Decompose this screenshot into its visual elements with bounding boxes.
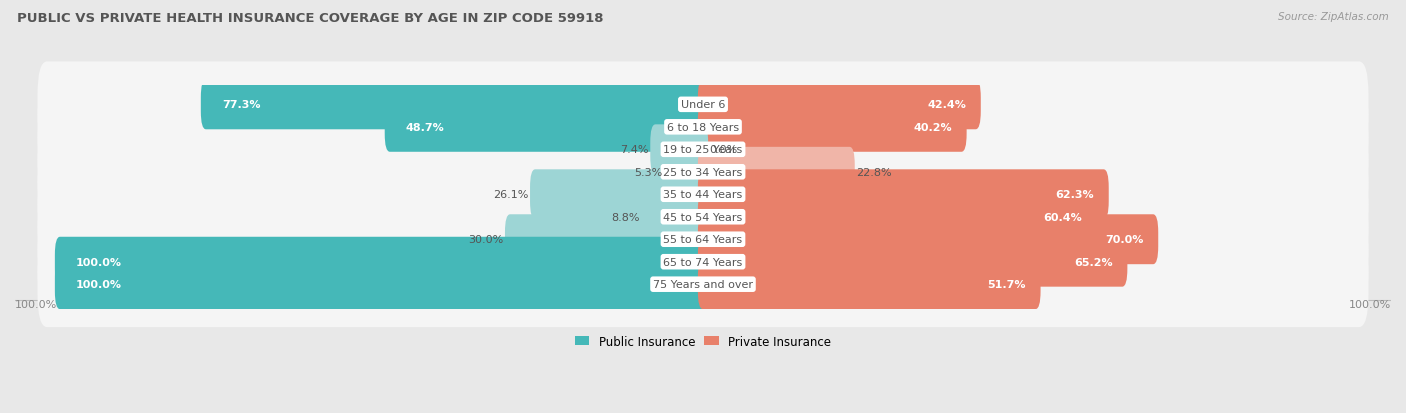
FancyBboxPatch shape (697, 237, 1128, 287)
Text: 42.4%: 42.4% (927, 100, 966, 110)
FancyBboxPatch shape (697, 80, 981, 130)
Text: 26.1%: 26.1% (494, 190, 529, 200)
FancyBboxPatch shape (38, 62, 1368, 148)
Text: 35 to 44 Years: 35 to 44 Years (664, 190, 742, 200)
Text: 70.0%: 70.0% (1105, 235, 1143, 244)
FancyBboxPatch shape (55, 260, 709, 309)
Text: 8.8%: 8.8% (612, 212, 640, 222)
FancyBboxPatch shape (697, 170, 1109, 220)
FancyBboxPatch shape (38, 219, 1368, 305)
FancyBboxPatch shape (55, 237, 709, 287)
Text: 51.7%: 51.7% (987, 280, 1026, 290)
Text: Under 6: Under 6 (681, 100, 725, 110)
Text: 65.2%: 65.2% (1074, 257, 1112, 267)
FancyBboxPatch shape (38, 152, 1368, 237)
FancyBboxPatch shape (38, 174, 1368, 260)
Text: 25 to 34 Years: 25 to 34 Years (664, 167, 742, 177)
Text: 100.0%: 100.0% (76, 280, 122, 290)
Text: 77.3%: 77.3% (222, 100, 260, 110)
Text: 55 to 64 Years: 55 to 64 Years (664, 235, 742, 244)
FancyBboxPatch shape (664, 147, 709, 197)
FancyBboxPatch shape (505, 215, 709, 265)
Text: 75 Years and over: 75 Years and over (652, 280, 754, 290)
Text: 60.4%: 60.4% (1043, 212, 1081, 222)
FancyBboxPatch shape (650, 125, 709, 175)
Text: 62.3%: 62.3% (1056, 190, 1094, 200)
FancyBboxPatch shape (38, 242, 1368, 328)
FancyBboxPatch shape (201, 80, 709, 130)
Text: 65 to 74 Years: 65 to 74 Years (664, 257, 742, 267)
FancyBboxPatch shape (385, 102, 709, 152)
Text: 100.0%: 100.0% (76, 257, 122, 267)
FancyBboxPatch shape (697, 260, 1040, 309)
FancyBboxPatch shape (697, 215, 1159, 265)
Text: 48.7%: 48.7% (406, 123, 444, 133)
Text: 22.8%: 22.8% (856, 167, 891, 177)
Legend: Public Insurance, Private Insurance: Public Insurance, Private Insurance (571, 330, 835, 352)
FancyBboxPatch shape (38, 197, 1368, 282)
FancyBboxPatch shape (530, 170, 709, 220)
FancyBboxPatch shape (697, 102, 967, 152)
Text: 100.0%: 100.0% (15, 300, 58, 310)
FancyBboxPatch shape (38, 85, 1368, 170)
FancyBboxPatch shape (697, 192, 1097, 242)
Text: 100.0%: 100.0% (1348, 300, 1391, 310)
FancyBboxPatch shape (38, 107, 1368, 193)
Text: 5.3%: 5.3% (634, 167, 662, 177)
Text: 6 to 18 Years: 6 to 18 Years (666, 123, 740, 133)
FancyBboxPatch shape (38, 130, 1368, 215)
Text: 45 to 54 Years: 45 to 54 Years (664, 212, 742, 222)
Text: Source: ZipAtlas.com: Source: ZipAtlas.com (1278, 12, 1389, 22)
Text: 0.0%: 0.0% (710, 145, 738, 155)
Text: 30.0%: 30.0% (468, 235, 503, 244)
Text: 19 to 25 Years: 19 to 25 Years (664, 145, 742, 155)
FancyBboxPatch shape (697, 147, 855, 197)
Text: 40.2%: 40.2% (914, 123, 952, 133)
Text: 7.4%: 7.4% (620, 145, 650, 155)
FancyBboxPatch shape (641, 192, 709, 242)
Text: PUBLIC VS PRIVATE HEALTH INSURANCE COVERAGE BY AGE IN ZIP CODE 59918: PUBLIC VS PRIVATE HEALTH INSURANCE COVER… (17, 12, 603, 25)
